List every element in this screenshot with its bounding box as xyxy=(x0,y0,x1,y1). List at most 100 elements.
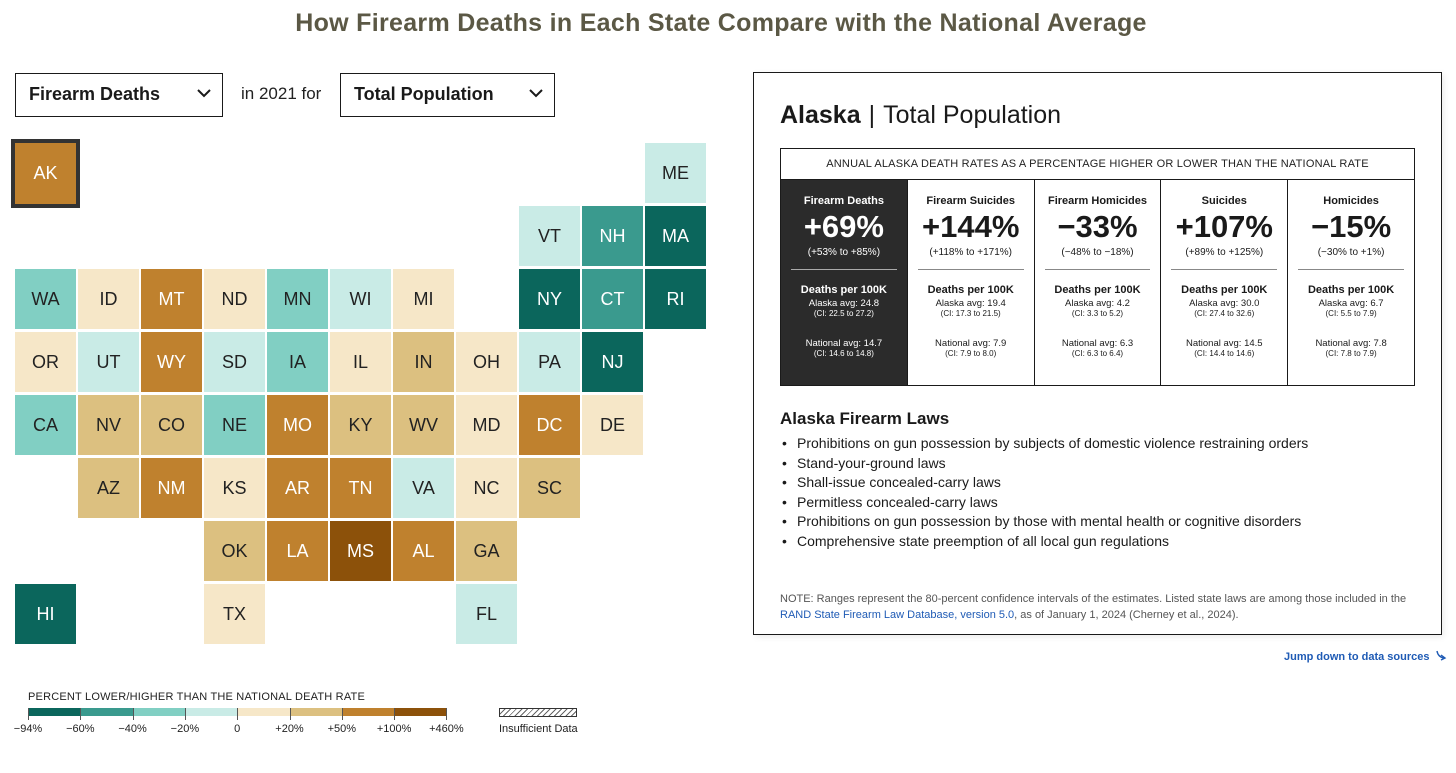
insufficient-data-label: Insufficient Data xyxy=(499,723,578,735)
state-tile-ma[interactable]: MA xyxy=(645,206,706,266)
state-tile-az[interactable]: AZ xyxy=(78,458,139,518)
measure-select[interactable]: Firearm Deaths xyxy=(15,73,223,117)
rate-column: Firearm Homicides −33% (−48% to −18%) Death… xyxy=(1033,180,1161,385)
state-tile-de[interactable]: DE xyxy=(582,395,643,455)
legend-swatch xyxy=(184,708,238,716)
legend-label: +50% xyxy=(327,723,357,735)
national-avg: National avg: 7.9 xyxy=(935,338,1007,349)
deaths-per-100k-label: Deaths per 100K xyxy=(927,284,1014,296)
page-title: How Firearm Deaths in Each State Compare… xyxy=(295,9,1147,37)
state-tile-nm[interactable]: NM xyxy=(141,458,202,518)
state-avg: Alaska avg: 24.8 xyxy=(808,298,880,309)
state-tile-nd[interactable]: ND xyxy=(204,269,265,329)
arrow-down-right-icon xyxy=(1435,650,1446,661)
state-tile-ok[interactable]: OK xyxy=(204,521,265,581)
legend-label: −20% xyxy=(170,723,200,735)
note: NOTE: Ranges represent the 80-percent co… xyxy=(780,591,1420,623)
state-avg-ci: (CI: 22.5 to 27.2) xyxy=(813,309,874,318)
state-tile-md[interactable]: MD xyxy=(456,395,517,455)
state-tile-sc[interactable]: SC xyxy=(519,458,580,518)
state-tile-ct[interactable]: CT xyxy=(582,269,643,329)
rate-ci: (+118% to +171%) xyxy=(929,247,1013,258)
rate-percent: −15% xyxy=(1311,209,1392,244)
state-tile-nh[interactable]: NH xyxy=(582,206,643,266)
state-tile-ut[interactable]: UT xyxy=(78,332,139,392)
state-tile-wv[interactable]: WV xyxy=(393,395,454,455)
national-avg: National avg: 14.7 xyxy=(805,338,883,349)
state-tile-mt[interactable]: MT xyxy=(141,269,202,329)
rate-ci: (+53% to +85%) xyxy=(807,247,881,258)
state-tile-ca[interactable]: CA xyxy=(15,395,76,455)
state-tile-fl[interactable]: FL xyxy=(456,584,517,644)
state-tile-ri[interactable]: RI xyxy=(645,269,706,329)
state-tile-la[interactable]: LA xyxy=(267,521,328,581)
law-item: Comprehensive state preemption of all lo… xyxy=(780,532,1308,552)
state-tile-ms[interactable]: MS xyxy=(330,521,391,581)
rate-column: Firearm Deaths +69% (+53% to +85%) Deaths p… xyxy=(781,180,907,385)
rate-name: Firearm Homicides xyxy=(1047,195,1148,207)
jump-link-text: Jump down to data sources xyxy=(1284,651,1430,663)
state-tile-in[interactable]: IN xyxy=(393,332,454,392)
national-avg-ci: (CI: 7.8 to 7.9) xyxy=(1325,349,1377,358)
state-tile-ny[interactable]: NY xyxy=(519,269,580,329)
state-tile-ia[interactable]: IA xyxy=(267,332,328,392)
state-tile-al[interactable]: AL xyxy=(393,521,454,581)
rate-percent: +107% xyxy=(1175,209,1273,244)
state-tile-or[interactable]: OR xyxy=(15,332,76,392)
state-tile-me[interactable]: ME xyxy=(645,143,706,203)
state-tile-ky[interactable]: KY xyxy=(330,395,391,455)
state-tile-wa[interactable]: WA xyxy=(15,269,76,329)
state-avg-ci: (CI: 17.3 to 21.5) xyxy=(940,309,1001,318)
state-tile-oh[interactable]: OH xyxy=(456,332,517,392)
national-avg-ci: (CI: 6.3 to 6.4) xyxy=(1071,349,1124,358)
rates-table-header: ANNUAL ALASKA DEATH RATES AS A PERCENTAG… xyxy=(781,149,1414,180)
legend-swatch xyxy=(80,708,134,716)
deaths-per-100k-label: Deaths per 100K xyxy=(1054,284,1141,296)
state-tile-tx[interactable]: TX xyxy=(204,584,265,644)
legend-label: −94% xyxy=(13,723,43,735)
state-tile-pa[interactable]: PA xyxy=(519,332,580,392)
national-avg-ci: (CI: 14.4 to 14.6) xyxy=(1194,349,1255,358)
state-tile-nj[interactable]: NJ xyxy=(582,332,643,392)
legend-label: +100% xyxy=(376,723,412,735)
state-avg: Alaska avg: 30.0 xyxy=(1189,298,1260,309)
state-tile-wi[interactable]: WI xyxy=(330,269,391,329)
state-tile-ks[interactable]: KS xyxy=(204,458,265,518)
state-tile-mi[interactable]: MI xyxy=(393,269,454,329)
state-tile-id[interactable]: ID xyxy=(78,269,139,329)
state-tile-wy[interactable]: WY xyxy=(141,332,202,392)
state-tile-dc[interactable]: DC xyxy=(519,395,580,455)
panel-title: Alaska | Total Population xyxy=(780,101,1061,130)
state-tile-va[interactable]: VA xyxy=(393,458,454,518)
population-select-value: Total Population xyxy=(354,84,494,104)
state-tile-mo[interactable]: MO xyxy=(267,395,328,455)
rate-name: Homicides xyxy=(1323,195,1379,207)
state-tile-ak[interactable]: AK xyxy=(11,139,80,208)
jump-to-sources-link[interactable]: Jump down to data sources xyxy=(1284,650,1447,663)
state-tile-tn[interactable]: TN xyxy=(330,458,391,518)
state-tile-nc[interactable]: NC xyxy=(456,458,517,518)
state-avg: Alaska avg: 6.7 xyxy=(1318,298,1384,309)
state-tile-sd[interactable]: SD xyxy=(204,332,265,392)
population-select[interactable]: Total Population xyxy=(340,73,555,117)
state-tile-mn[interactable]: MN xyxy=(267,269,328,329)
law-item: Stand-your-ground laws xyxy=(780,454,1308,474)
state-tile-ne[interactable]: NE xyxy=(204,395,265,455)
state-tile-ar[interactable]: AR xyxy=(267,458,328,518)
state-tile-co[interactable]: CO xyxy=(141,395,202,455)
law-item: Prohibitions on gun possession by subjec… xyxy=(780,434,1308,454)
state-tile-il[interactable]: IL xyxy=(330,332,391,392)
law-item: Permitless concealed-carry laws xyxy=(780,493,1308,513)
state-tile-nv[interactable]: NV xyxy=(78,395,139,455)
rand-database-link[interactable]: RAND State Firearm Law Database, version… xyxy=(780,609,1015,621)
deaths-per-100k-label: Deaths per 100K xyxy=(1181,284,1268,296)
divider xyxy=(1298,269,1404,270)
rate-ci: (−30% to +1%) xyxy=(1317,247,1385,258)
state-tile-hi[interactable]: HI xyxy=(15,584,76,644)
laws-title: Alaska Firearm Laws xyxy=(780,409,950,428)
legend-tick xyxy=(394,708,396,720)
state-tile-ga[interactable]: GA xyxy=(456,521,517,581)
legend-tick xyxy=(184,708,186,720)
state-tile-vt[interactable]: VT xyxy=(519,206,580,266)
deaths-per-100k-label: Deaths per 100K xyxy=(800,284,887,296)
